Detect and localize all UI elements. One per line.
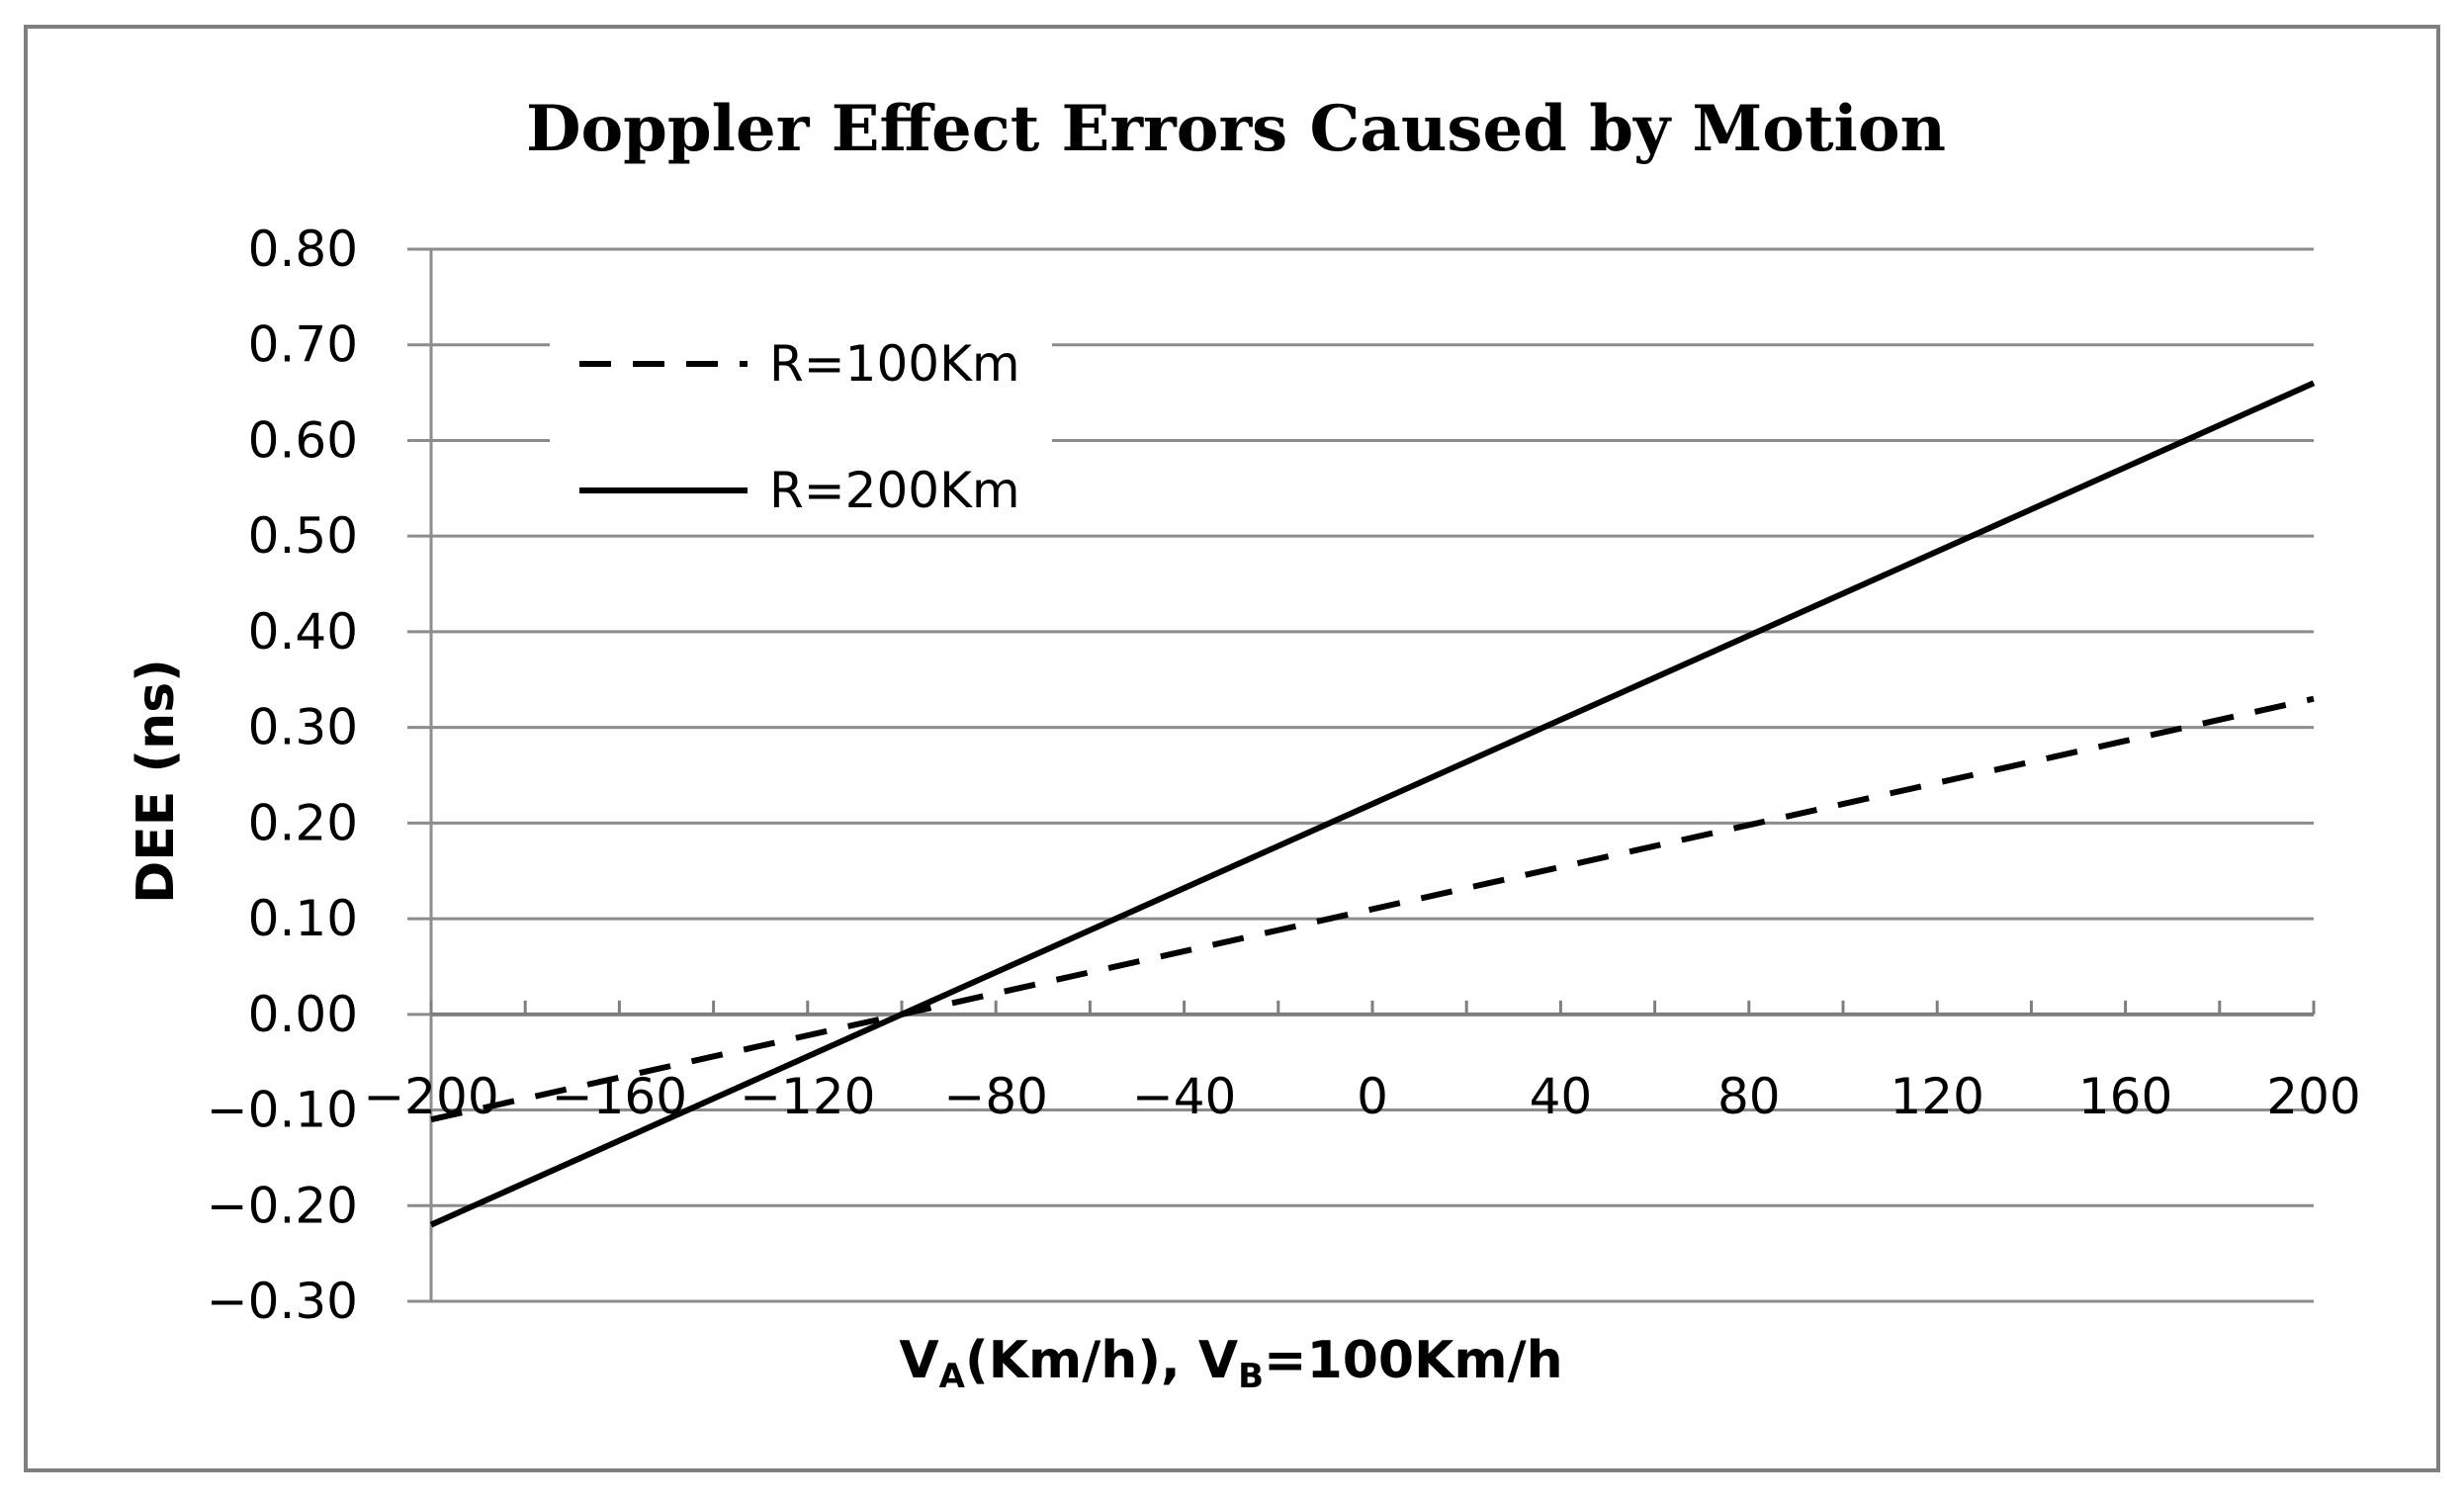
- x-tick-label: 80: [1717, 1068, 1781, 1125]
- y-tick-label: 0.20: [248, 794, 358, 851]
- y-tick-labels: 0.80 0.70 0.60 0.50 0.40 0.30 0.20 0.10 0.00 −0.1…: [207, 221, 358, 1330]
- legend-background: [550, 314, 1052, 532]
- x-tick-label: 200: [2266, 1068, 2360, 1125]
- x-axis-title-tail: =100Km/h: [1264, 1331, 1563, 1390]
- series-line-r-100km: [430, 695, 2315, 1123]
- x-tick-label: −80: [943, 1068, 1048, 1125]
- x-tick-label: 0: [1357, 1068, 1388, 1125]
- y-tick-label: 0.80: [248, 221, 358, 278]
- y-tick-label: −0.20: [207, 1177, 358, 1234]
- chart-frame: [24, 25, 2440, 1472]
- y-tick-label: 0.60: [248, 411, 358, 469]
- x-axis-title-mid: (Km/h), V: [965, 1331, 1238, 1390]
- y-tick-label: 0.50: [248, 507, 358, 565]
- y-tick-label: 0.00: [248, 986, 358, 1043]
- legend-label: R=200Km: [769, 462, 1020, 519]
- y-tick-label: −0.30: [207, 1273, 358, 1330]
- x-tick-label: 120: [1890, 1068, 1983, 1125]
- legend-label: R=100Km: [769, 335, 1020, 393]
- x-axis-title-sub-b: B: [1238, 1357, 1264, 1396]
- x-axis-title-sub-a: A: [939, 1357, 966, 1396]
- y-tick-label: −0.10: [207, 1082, 358, 1139]
- x-tick-label: 40: [1530, 1068, 1593, 1125]
- x-tick-label: −40: [1132, 1068, 1237, 1125]
- x-axis-title: VA(Km/h), VB=100Km/h: [899, 1331, 1562, 1396]
- x-tick-labels: −200 −160 −120 −80 −40 0 40 80 120 160 200: [363, 1068, 2360, 1125]
- y-tick-label: 0.70: [248, 316, 358, 374]
- x-tick-label: 160: [2078, 1068, 2172, 1125]
- x-tick-label: −160: [552, 1068, 687, 1125]
- y-tick-label: 0.10: [248, 890, 358, 947]
- chart-title: Doppler Effect Errors Caused by Motion: [526, 92, 1946, 166]
- x-axis: [429, 249, 2316, 1301]
- y-axis-title: DEE (ns): [127, 659, 186, 904]
- series-lines: [429, 380, 2316, 1228]
- x-axis-title-v: V: [899, 1331, 938, 1390]
- y-tick-label: 0.40: [248, 603, 358, 661]
- y-tick-label: 0.30: [248, 699, 358, 756]
- x-tick-label: −200: [363, 1068, 498, 1125]
- legend: R=100Km R=200Km: [550, 314, 1052, 532]
- series-line-r-200km: [429, 380, 2316, 1228]
